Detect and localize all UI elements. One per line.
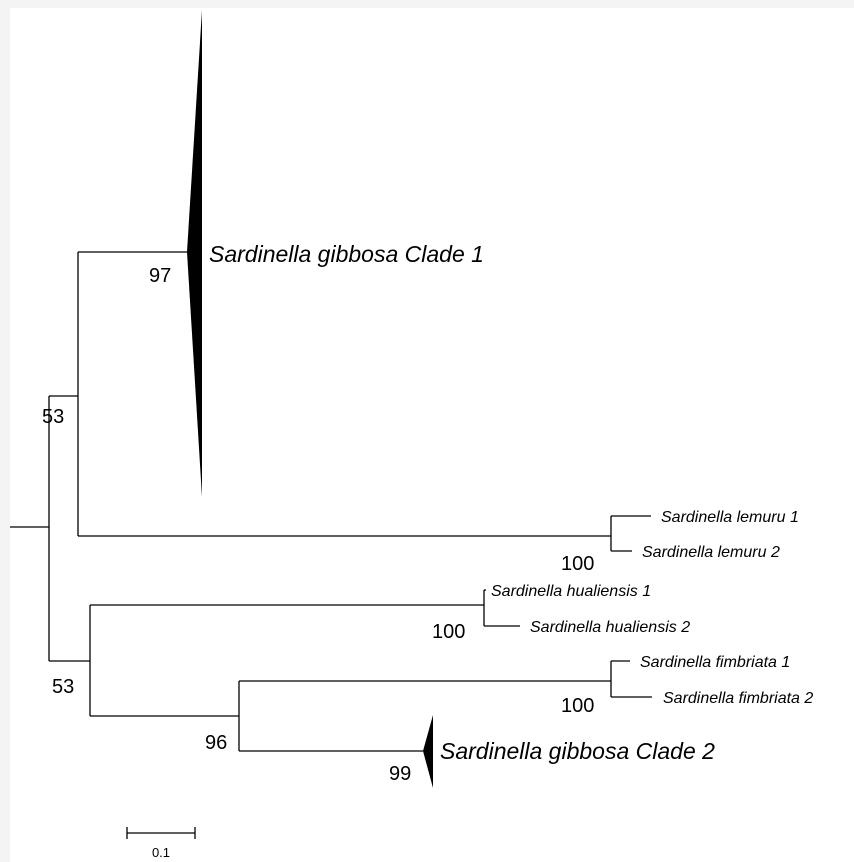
label-gibbosa-clade-1: Sardinella gibbosa Clade 1 xyxy=(209,241,484,267)
scale-bar: 0.1 xyxy=(126,827,196,860)
label-fimbriata-2: Sardinella fimbriata 2 xyxy=(663,690,813,707)
label-hualiensis-2: Sardinella hualiensis 2 xyxy=(530,619,690,636)
gibbosa2-collapsed-clade xyxy=(423,715,433,788)
label-fimbriata-1: Sardinella fimbriata 1 xyxy=(640,654,790,671)
support-gibbosa1: 97 xyxy=(149,265,171,287)
label-lemuru-2: Sardinella lemuru 2 xyxy=(642,544,780,561)
support-lower: 53 xyxy=(52,676,74,698)
support-gibbosa2: 99 xyxy=(389,763,411,785)
support-lemuru: 100 xyxy=(561,553,594,575)
gibbosa1-collapsed-clade xyxy=(187,10,202,497)
label-gibbosa-clade-2: Sardinella gibbosa Clade 2 xyxy=(440,738,715,764)
support-hualiensis: 100 xyxy=(432,621,465,643)
support-fimbriata: 100 xyxy=(561,695,594,717)
label-hualiensis-1: Sardinella hualiensis 1 xyxy=(491,583,651,600)
scale-bar-label: 0.1 xyxy=(152,845,170,860)
support-fimb-gibb2: 96 xyxy=(205,732,227,754)
label-lemuru-1: Sardinella lemuru 1 xyxy=(661,509,799,526)
support-upper: 53 xyxy=(42,406,64,428)
